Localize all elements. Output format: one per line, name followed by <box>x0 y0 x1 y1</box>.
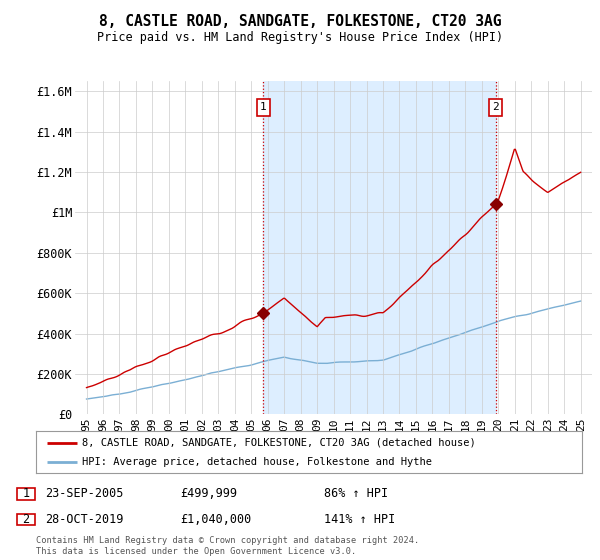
Text: 86% ↑ HPI: 86% ↑ HPI <box>324 487 388 501</box>
Text: Contains HM Land Registry data © Crown copyright and database right 2024.
This d: Contains HM Land Registry data © Crown c… <box>36 536 419 556</box>
Text: £1,040,000: £1,040,000 <box>180 512 251 526</box>
Text: 1: 1 <box>260 102 266 113</box>
Text: 141% ↑ HPI: 141% ↑ HPI <box>324 512 395 526</box>
Text: 1: 1 <box>22 487 29 501</box>
Text: 2: 2 <box>492 102 499 113</box>
Bar <box>263 81 496 414</box>
Text: 23-SEP-2005: 23-SEP-2005 <box>45 487 124 501</box>
Text: 8, CASTLE ROAD, SANDGATE, FOLKESTONE, CT20 3AG (detached house): 8, CASTLE ROAD, SANDGATE, FOLKESTONE, CT… <box>82 438 476 448</box>
Text: 28-OCT-2019: 28-OCT-2019 <box>45 512 124 526</box>
Text: 2: 2 <box>22 512 29 526</box>
Text: £499,999: £499,999 <box>180 487 237 501</box>
Text: Price paid vs. HM Land Registry's House Price Index (HPI): Price paid vs. HM Land Registry's House … <box>97 31 503 44</box>
Text: HPI: Average price, detached house, Folkestone and Hythe: HPI: Average price, detached house, Folk… <box>82 458 433 467</box>
Text: 8, CASTLE ROAD, SANDGATE, FOLKESTONE, CT20 3AG: 8, CASTLE ROAD, SANDGATE, FOLKESTONE, CT… <box>99 14 501 29</box>
